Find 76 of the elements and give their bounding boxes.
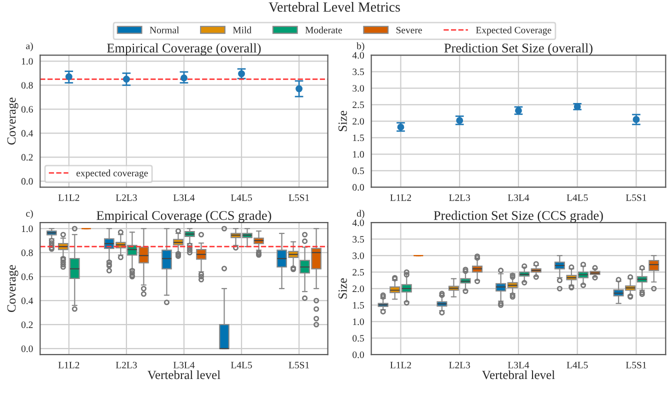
y-tick-label: 0.6 [21, 106, 33, 113]
x-tick-label: L2L3 [449, 362, 470, 368]
x-tick-label: L1L2 [58, 362, 80, 368]
y-tick-label: 0.4 [21, 130, 34, 137]
chart-title: Empirical Coverage (overall) [107, 43, 261, 56]
y-tick-label: 2.5 [352, 269, 364, 276]
y-tick-label: 4.0 [352, 220, 364, 226]
point [632, 116, 640, 123]
text: b) [356, 42, 364, 52]
x-tick-label: L3L4 [508, 362, 530, 368]
y-tick-label: 1.0 [22, 58, 33, 65]
y-tick-label: 0.5 [352, 335, 364, 342]
y-tick-label: 2.0 [352, 118, 364, 125]
x-tick-label: L5S1 [626, 362, 646, 368]
y-axis-title: Size [338, 278, 347, 299]
y-tick-label: 1.0 [22, 226, 33, 232]
x-tick-label: L4L5 [566, 194, 588, 201]
point [122, 76, 130, 83]
y-tick-label: 3.0 [352, 252, 364, 260]
point [65, 73, 72, 80]
text: d) [356, 210, 364, 219]
y-tick-label: 1.0 [353, 318, 364, 326]
chart-title: Prediction Set Size (overall) [444, 43, 592, 56]
y-axis-title: Size [338, 110, 347, 132]
legend-label: Expected Coverage [476, 26, 552, 36]
y-tick-label: 0.4 [21, 298, 34, 304]
legend-label: expected coverage [76, 170, 148, 178]
x-tick-label: L5S1 [626, 194, 646, 201]
x-tick-label: L4L5 [230, 362, 252, 368]
x-axis-title: Vertebral level [482, 370, 555, 380]
y-tick-label: 1.5 [353, 302, 364, 309]
y-tick-label: 4.0 [352, 52, 364, 59]
x-tick-label: L1L2 [390, 362, 411, 368]
x-tick-label: L5S1 [288, 362, 309, 368]
legend-label: Normal [150, 26, 180, 34]
point [296, 85, 303, 92]
y-tick-label: 3.5 [352, 68, 364, 76]
y-tick-label: 0.8 [21, 250, 33, 256]
x-tick-label: L4L5 [230, 194, 252, 201]
x-tick-label: L3L4 [508, 194, 530, 201]
x-tick-label: L2L3 [116, 362, 137, 368]
y-tick-label: 3.0 [352, 85, 364, 92]
x-tick-label: L2L3 [449, 194, 470, 201]
y-tick-label: 0.0 [352, 184, 364, 191]
legend-label: Mild [232, 26, 252, 34]
text: c) [26, 210, 33, 219]
x-tick-label: L4L5 [566, 362, 588, 368]
y-tick-label: 0.6 [21, 274, 33, 280]
x-tick-label: L2L3 [116, 194, 137, 201]
y-tick-label: 2.0 [352, 286, 364, 292]
legend-label: Severe [396, 26, 422, 34]
y-tick-label: 3.5 [352, 236, 364, 243]
chart-title: Empirical Coverage (CCS grade) [96, 210, 272, 223]
x-axis-title: Vertebral level [148, 370, 220, 380]
y-tick-label: 1.5 [353, 134, 364, 142]
x-tick-label: L1L2 [390, 194, 411, 201]
y-tick-label: 0.0 [21, 178, 33, 185]
y-tick-label: 0.0 [21, 346, 33, 352]
y-tick-label: 0.2 [21, 154, 33, 161]
point [180, 74, 188, 82]
y-tick-label: 0.0 [352, 352, 364, 358]
text: a) [26, 42, 33, 52]
text: Vertebral Level Metrics [268, 2, 400, 12]
x-tick-label: L3L4 [173, 194, 195, 201]
x-tick-label: L1L2 [58, 194, 80, 201]
y-axis-title: Coverage [7, 265, 18, 312]
y-tick-label: 2.5 [352, 102, 364, 108]
legend-label: Moderate [305, 26, 342, 34]
x-tick-label: L5S1 [288, 194, 309, 201]
chart-title: Prediction Set Size (CCS grade) [434, 210, 603, 223]
y-tick-label: 0.2 [21, 322, 33, 328]
y-tick-label: 0.8 [21, 82, 33, 89]
y-tick-label: 1.0 [353, 151, 364, 158]
x-tick-label: L3L4 [173, 362, 195, 368]
y-axis-title: Coverage [7, 98, 18, 145]
y-tick-label: 0.5 [352, 168, 364, 174]
